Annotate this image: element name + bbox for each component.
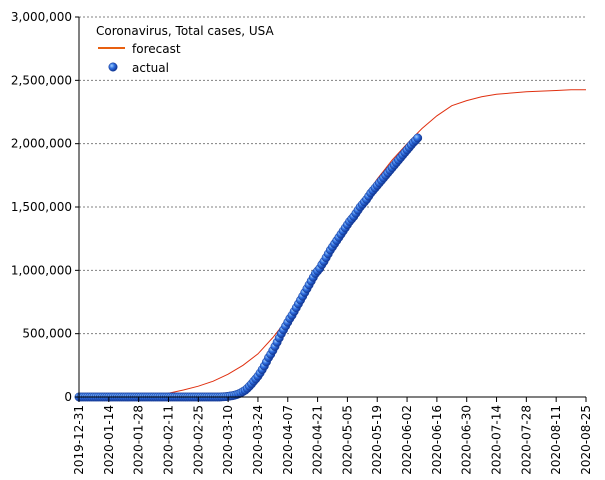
- y-tick-label: 0: [64, 390, 72, 404]
- y-tick-label: 1,000,000: [11, 263, 72, 277]
- actual-point: [413, 133, 423, 143]
- x-tick-label: 2020-02-25: [191, 405, 205, 475]
- x-tick-label: 2020-07-14: [490, 405, 504, 475]
- y-tick-label: 2,000,000: [11, 137, 72, 151]
- x-tick-label: 2020-06-16: [430, 405, 444, 475]
- x-axis-ticks: 2019-12-31 2020-01-14 2020-01-28 2020-02-11…: [72, 397, 593, 475]
- x-tick-label: 2020-03-10: [221, 405, 235, 475]
- legend: Coronavirus, Total cases, USA forecast a…: [96, 24, 274, 75]
- x-tick-label: 2020-06-30: [460, 405, 474, 475]
- x-tick-label: 2020-08-11: [549, 405, 563, 475]
- legend-forecast-label: forecast: [132, 42, 181, 56]
- x-tick-label: 2020-06-02: [400, 405, 414, 475]
- x-tick-label: 2020-05-05: [340, 405, 354, 475]
- y-tick-label: 3,000,000: [11, 10, 72, 24]
- x-tick-label: 2020-04-07: [281, 405, 295, 475]
- x-tick-label: 2020-08-25: [579, 405, 593, 475]
- legend-actual-swatch: [108, 62, 118, 72]
- y-tick-label: 1,500,000: [11, 200, 72, 214]
- y-tick-label: 500,000: [22, 327, 72, 341]
- x-tick-label: 2020-01-14: [102, 405, 116, 475]
- x-tick-label: 2020-03-24: [251, 405, 265, 475]
- y-tick-label: 2,500,000: [11, 73, 72, 87]
- x-tick-label: 2019-12-31: [72, 405, 86, 475]
- x-tick-label: 2020-01-28: [132, 405, 146, 475]
- grid-layer: [79, 16, 586, 335]
- chart-title: Coronavirus, Total cases, USA: [96, 24, 274, 38]
- legend-actual-label: actual: [132, 61, 169, 75]
- x-tick-label: 2020-05-19: [370, 405, 384, 475]
- x-tick-label: 2020-07-28: [519, 405, 533, 475]
- x-tick-label: 2020-02-11: [161, 405, 175, 475]
- x-tick-label: 2020-04-21: [311, 405, 325, 475]
- y-axis-ticks: 0 500,000 1,000,000 1,500,000 2,000,000 2,500…: [11, 10, 79, 404]
